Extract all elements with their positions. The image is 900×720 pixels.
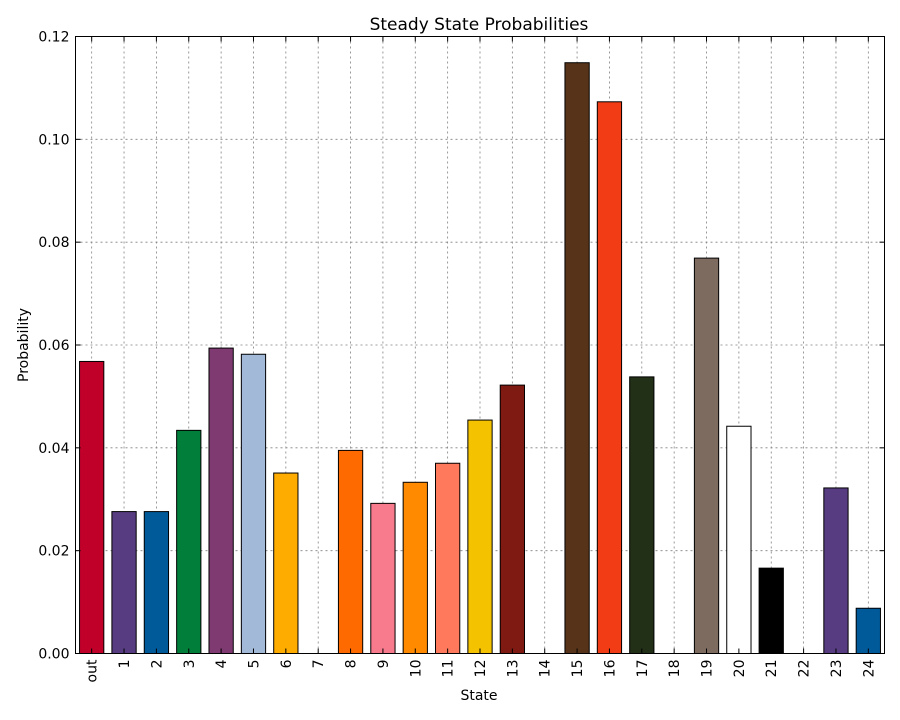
bar-12: [467, 419, 493, 654]
bar-23: [823, 487, 849, 654]
x-tick-label: 12: [473, 660, 489, 678]
bar-13: [499, 384, 525, 654]
x-tick-label: out: [85, 659, 101, 682]
y-tick-label: 0.06: [38, 338, 69, 354]
y-tick-label: 0.04: [38, 441, 69, 457]
x-tick-label: 18: [667, 660, 683, 678]
y-tick-label: 0.08: [38, 235, 69, 251]
x-tick-label: 22: [797, 660, 813, 678]
bar-4: [208, 347, 234, 654]
bar-19: [693, 257, 720, 654]
x-tick-label: 15: [570, 660, 586, 678]
bar-20: [726, 425, 752, 655]
x-axis-label: State: [460, 688, 497, 704]
y-axis-label: Probability: [16, 308, 32, 382]
x-tick-label: 14: [538, 659, 554, 677]
x-tick-label: 8: [344, 660, 360, 669]
bar-16: [596, 101, 623, 654]
x-tick-label: 19: [700, 660, 716, 678]
x-tick-label: 4: [214, 659, 230, 668]
x-tick-label: 7: [311, 660, 327, 669]
x-tick-label: 17: [635, 660, 651, 678]
chart-title: Steady State Probabilities: [370, 15, 589, 35]
x-tick-label: 24: [861, 659, 877, 677]
x-tick-label: 5: [246, 660, 262, 669]
bar-21: [758, 567, 784, 654]
bar-2: [143, 511, 170, 654]
x-tick-label: 1: [117, 660, 133, 669]
bar-6: [273, 472, 299, 654]
bars: [79, 62, 881, 655]
x-tick-label: 23: [829, 660, 845, 678]
bar-15: [564, 62, 590, 655]
bar-10: [402, 481, 428, 654]
x-tick-label: 13: [505, 660, 521, 678]
x-tick-label: 21: [764, 660, 780, 678]
bar-3: [176, 429, 202, 654]
x-tick-label: 20: [732, 660, 748, 678]
y-tick-label: 0.00: [38, 647, 69, 663]
bar-1: [111, 511, 137, 654]
bar-8: [337, 449, 364, 655]
x-tick-label: 2: [149, 660, 165, 669]
bar-11: [435, 462, 461, 654]
y-tick-label: 0.12: [38, 30, 69, 46]
bar-9: [370, 502, 396, 655]
bar-out: [79, 360, 105, 654]
y-tick-label: 0.02: [38, 544, 69, 560]
bar-17: [629, 376, 655, 654]
x-tick-label: 16: [602, 659, 618, 677]
x-tick-label: 11: [441, 660, 457, 678]
x-tick-label: 6: [279, 659, 295, 668]
x-tick-label: 3: [182, 660, 198, 669]
x-tick-label: 9: [376, 660, 392, 669]
bar-24: [855, 607, 881, 655]
y-tick-label: 0.10: [38, 132, 69, 148]
x-tick-label: 10: [408, 660, 424, 678]
bar-5: [240, 353, 267, 654]
